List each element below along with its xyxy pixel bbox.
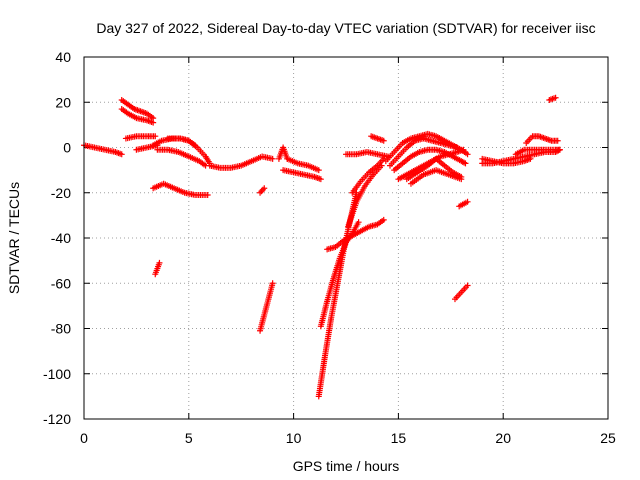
data-series-arc-23 <box>368 133 387 144</box>
x-axis-label: GPS time / hours <box>293 458 400 474</box>
data-point <box>156 259 163 266</box>
data-point <box>461 159 468 166</box>
x-tick-label: 0 <box>80 430 88 446</box>
y-tick-label: 40 <box>55 49 71 65</box>
y-tick-label: -20 <box>51 185 71 201</box>
data-series-arc-35 <box>523 133 561 146</box>
data-series-arc-2 <box>118 96 157 122</box>
data-point <box>458 176 465 183</box>
y-axis-label: SDTVAR / TECUs <box>6 182 22 294</box>
data-series-arc-1 <box>81 142 125 158</box>
data-series-arc-34 <box>512 146 563 158</box>
data-series-arc-9 <box>206 153 276 171</box>
data-series-arc-30 <box>456 198 471 210</box>
x-tick-label: 20 <box>495 430 511 446</box>
data-series-arc-29 <box>407 167 465 187</box>
data-point <box>464 151 471 158</box>
data-point <box>261 185 268 192</box>
y-tick-label: -120 <box>43 411 71 427</box>
y-tick-label: 20 <box>55 94 71 110</box>
grid <box>84 57 608 419</box>
plot-frame <box>83 56 609 420</box>
data-point <box>556 146 563 153</box>
data-point <box>150 119 157 126</box>
data-point <box>118 151 125 158</box>
data-point <box>380 137 387 144</box>
y-tick-label: -80 <box>51 321 71 337</box>
data-series-arc-19 <box>324 216 387 253</box>
data-points <box>81 94 563 400</box>
data-series-arc-31 <box>451 282 471 303</box>
data-point <box>380 216 387 223</box>
data-series-arc-16 <box>280 167 324 183</box>
x-tick-label: 15 <box>391 430 407 446</box>
data-point <box>464 282 471 289</box>
data-series-arc-7 <box>154 146 209 169</box>
data-point <box>269 155 276 162</box>
data-point <box>355 219 362 226</box>
data-point <box>527 155 534 162</box>
data-series-arc-36 <box>546 94 559 103</box>
data-point <box>460 146 467 153</box>
data-series-arc-10 <box>150 180 211 199</box>
x-tick-label: 25 <box>600 430 616 446</box>
data-series-arc-21 <box>349 155 387 196</box>
data-series-arc-13 <box>257 280 276 334</box>
y-tick-label: -60 <box>51 275 71 291</box>
chart-title: Day 327 of 2022, Sidereal Day-to-day VTE… <box>96 20 595 36</box>
data-series-arc-22 <box>343 149 391 160</box>
data-series-arc-18 <box>317 219 362 330</box>
y-tick-label: -100 <box>43 366 71 382</box>
x-tick-label: 5 <box>185 430 193 446</box>
data-point <box>462 160 469 167</box>
axes: 0 5 10 15 20 25 -120 -100 -80 -60 -40 -20 0 20 40 <box>43 49 616 446</box>
y-tick-label: 0 <box>63 140 71 156</box>
data-point <box>269 280 276 287</box>
data-series-arc-3 <box>118 106 157 126</box>
data-series-arc-8 <box>164 135 213 167</box>
data-series-arc-15 <box>284 155 322 174</box>
data-point <box>554 137 561 144</box>
x-tick-label: 10 <box>286 430 302 446</box>
data-series-arc-4 <box>122 133 159 142</box>
data-point <box>204 192 211 199</box>
data-series-arc-20 <box>345 162 385 230</box>
data-point <box>464 198 471 205</box>
data-point <box>152 133 159 140</box>
data-point <box>317 176 324 183</box>
data-point <box>315 167 322 174</box>
y-tick-label: -40 <box>51 230 71 246</box>
data-series-arc-11 <box>152 259 163 278</box>
data-point <box>552 94 559 101</box>
data-series-arc-12 <box>257 185 268 196</box>
data-series-arc-25 <box>387 135 461 169</box>
